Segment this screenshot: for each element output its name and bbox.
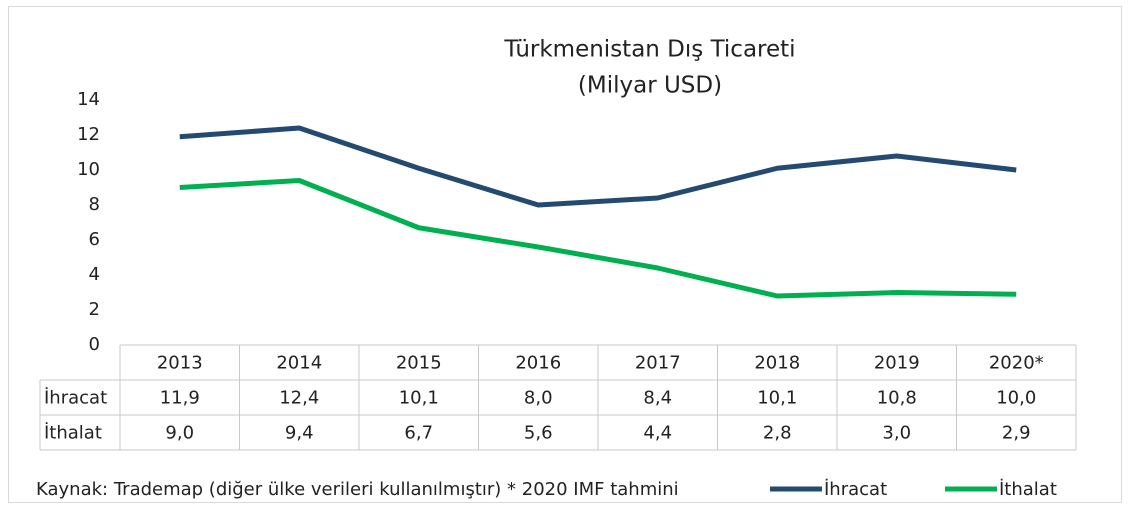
x-tick-label: 2015 xyxy=(396,353,442,374)
table-cell: 2,9 xyxy=(1002,423,1031,444)
x-tick-label: 2018 xyxy=(754,353,800,374)
table-cell: 8,0 xyxy=(524,388,553,409)
series-line xyxy=(179,125,1017,208)
y-tick-label: 4 xyxy=(89,264,100,285)
y-tick-label: 2 xyxy=(89,299,100,320)
series-line xyxy=(179,178,1017,299)
table-cell: 2,8 xyxy=(763,423,792,444)
table-cell: 10,0 xyxy=(996,388,1036,409)
chart-border xyxy=(8,6,1122,503)
table-cell: 8,4 xyxy=(643,388,672,409)
x-tick-label: 2019 xyxy=(874,353,920,374)
table-cell: 10,1 xyxy=(757,388,797,409)
table-cell: 3,0 xyxy=(882,423,911,444)
y-tick-label: 14 xyxy=(77,89,100,110)
legend-label: İhracat xyxy=(824,479,887,500)
table-cell: 10,1 xyxy=(399,388,439,409)
y-tick-label: 8 xyxy=(89,194,100,215)
x-tick-label: 2017 xyxy=(635,353,681,374)
table-row-label: İhracat xyxy=(44,388,107,409)
x-tick-label: 2020* xyxy=(989,353,1044,374)
table-cell: 6,7 xyxy=(404,423,433,444)
table-row-label: İthalat xyxy=(44,423,102,444)
x-tick-label: 2016 xyxy=(515,353,561,374)
y-tick-label: 12 xyxy=(77,124,100,145)
x-tick-label: 2014 xyxy=(276,353,322,374)
x-tick-label: 2013 xyxy=(157,353,203,374)
source-note: Kaynak: Trademap (diğer ülke verileri ku… xyxy=(36,479,679,500)
chart-subtitle: (Milyar USD) xyxy=(578,73,722,99)
table-cell: 10,8 xyxy=(877,388,917,409)
y-tick-label: 6 xyxy=(89,229,100,250)
table-cell: 4,4 xyxy=(643,423,672,444)
table-cell: 11,9 xyxy=(160,388,200,409)
y-tick-label: 0 xyxy=(89,334,100,355)
table-cell: 5,6 xyxy=(524,423,553,444)
table-cell: 12,4 xyxy=(279,388,319,409)
y-tick-label: 10 xyxy=(77,159,100,180)
chart-title: Türkmenistan Dış Ticareti xyxy=(503,37,795,63)
table-cell: 9,0 xyxy=(165,423,194,444)
table-cell: 9,4 xyxy=(285,423,314,444)
legend-label: İthalat xyxy=(999,479,1057,500)
